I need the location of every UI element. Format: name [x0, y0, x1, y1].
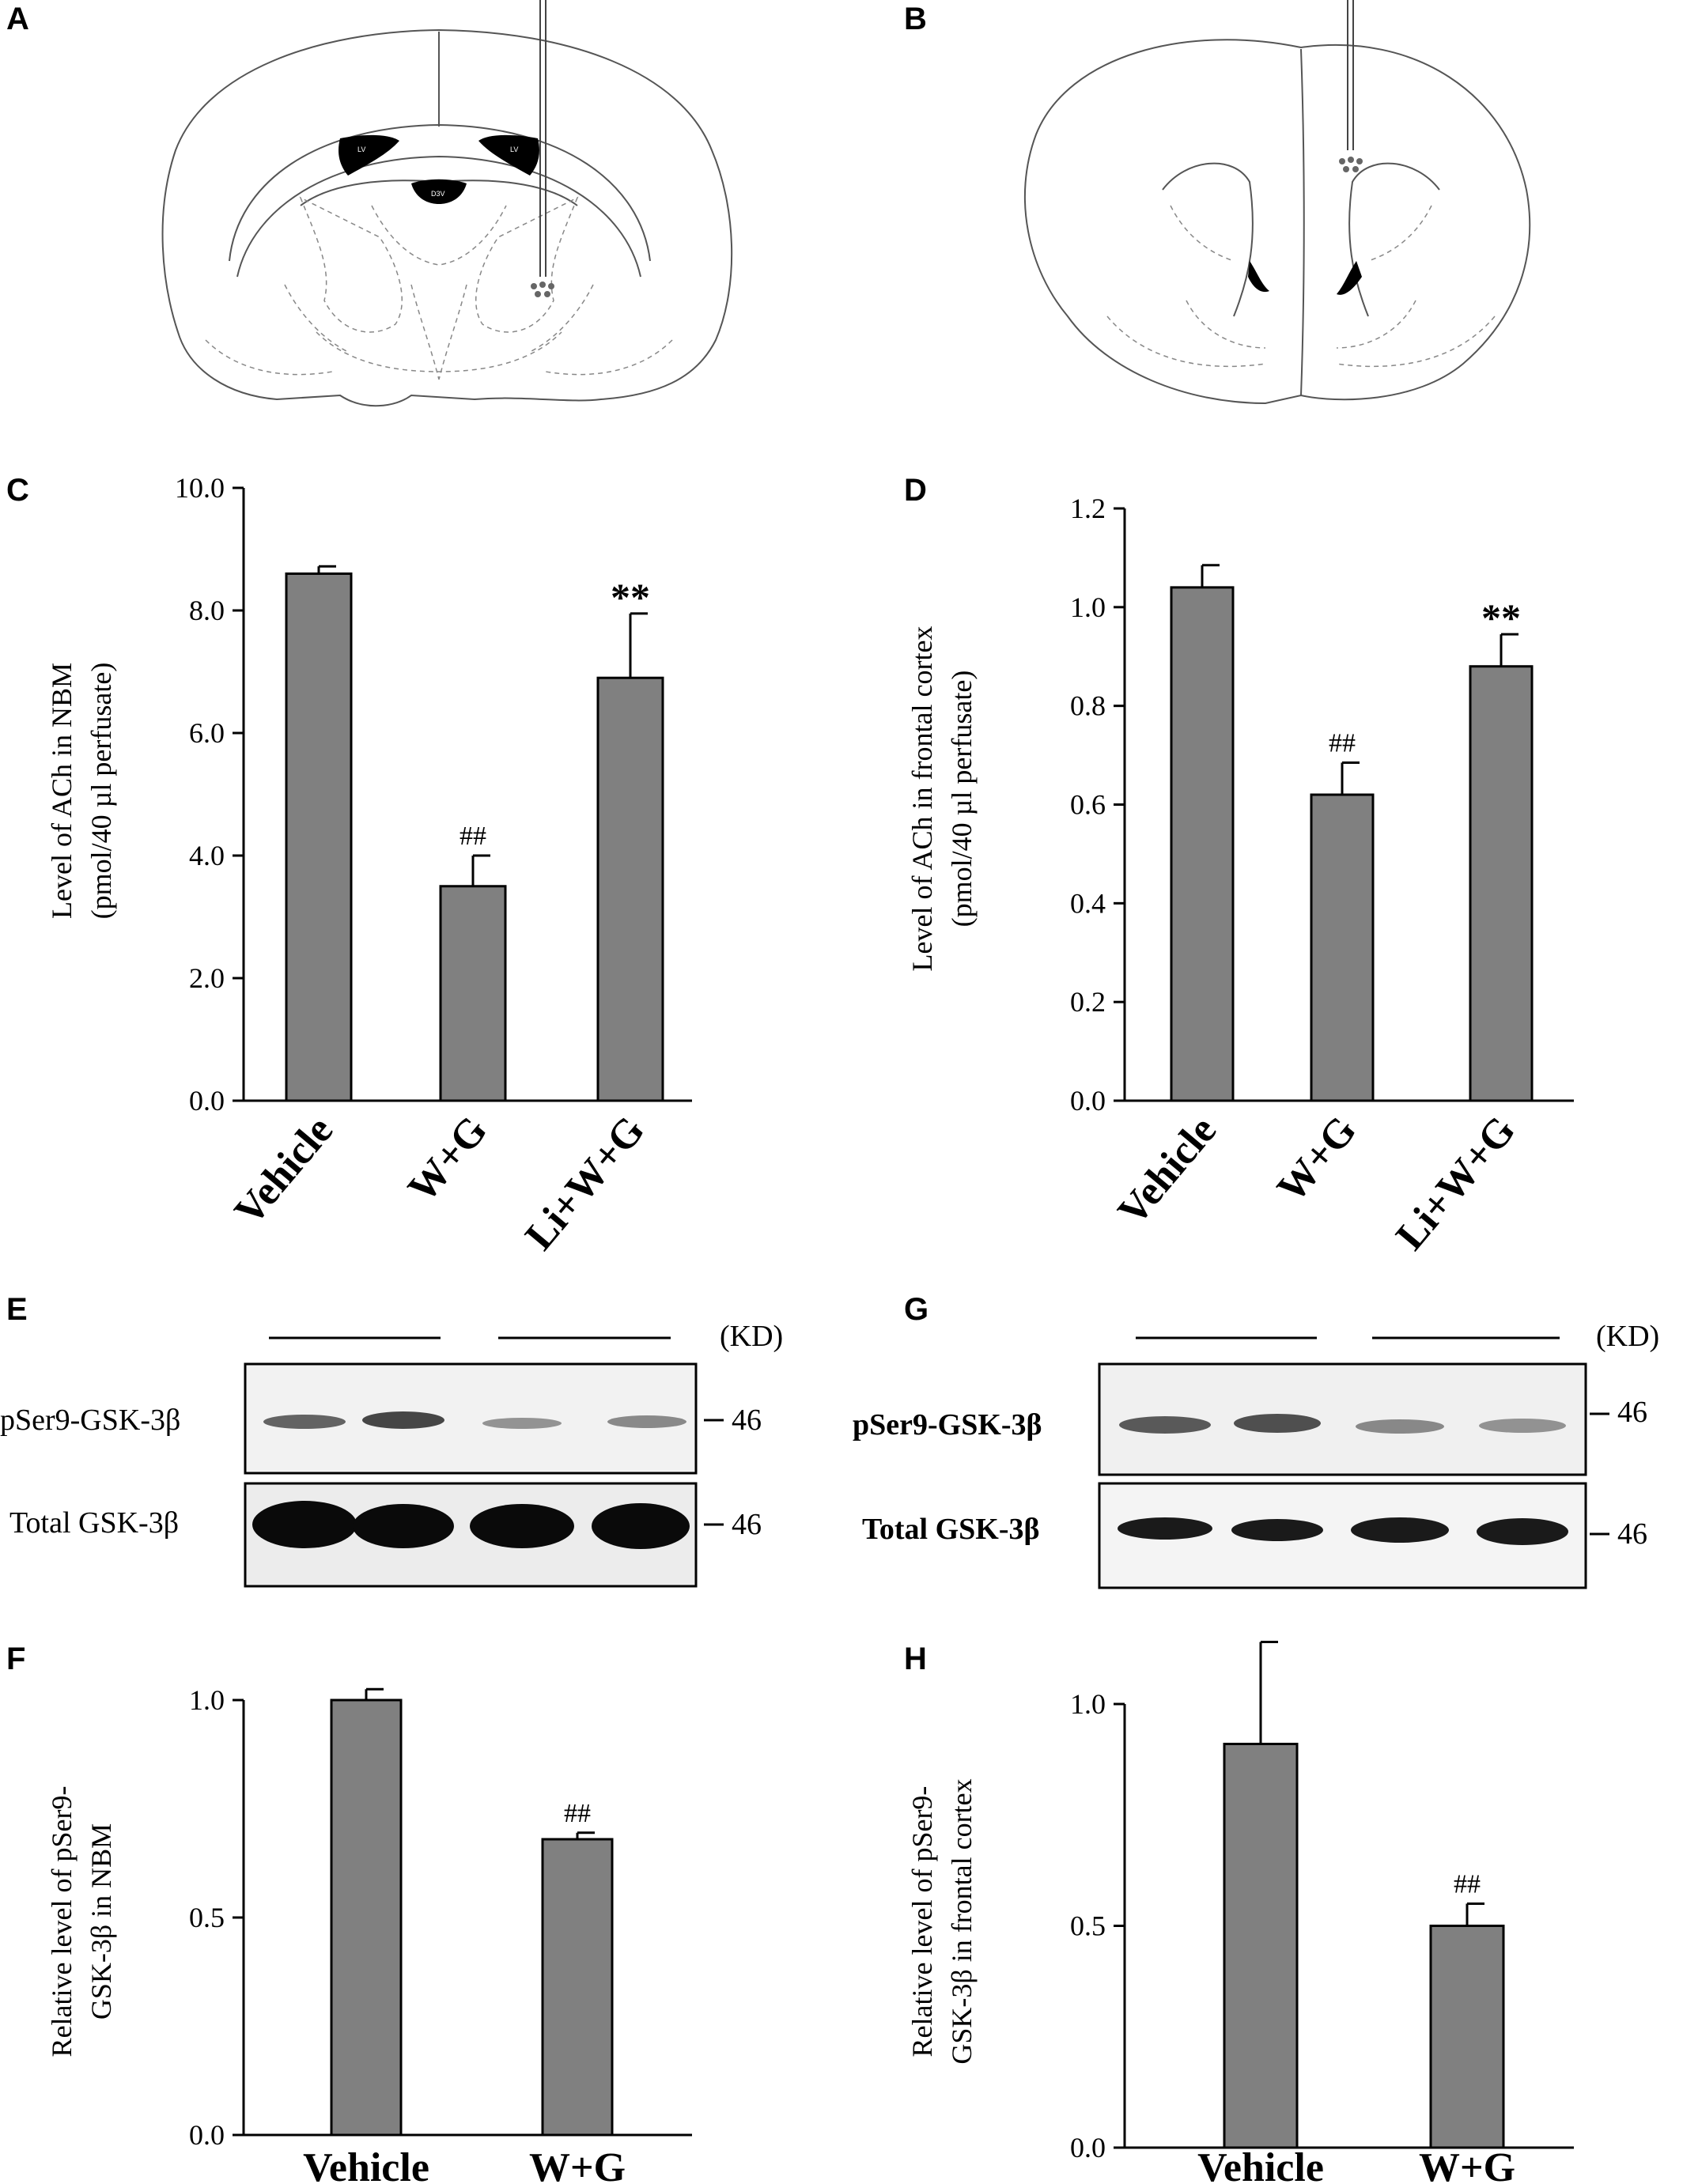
chart-h-bar-1 [1429, 1925, 1505, 2149]
chart-d-tick-label-4: 0.8 [1070, 690, 1106, 722]
chart-d-bar-2 [1469, 665, 1534, 1102]
chart-c-bar-0 [285, 572, 353, 1102]
chart-d-annotation-1: ## [1329, 728, 1356, 758]
chart-d-tick-label-0: 0.0 [1070, 1085, 1106, 1117]
chart-d-annotation-2: ** [1481, 595, 1521, 640]
blot-g-mw2: 46 [1617, 1517, 1647, 1551]
chart-h-category-1: W+G [1419, 2145, 1515, 2184]
chart-d-tick-label-6: 1.2 [1070, 493, 1106, 524]
chart-c-tick-label-3: 6.0 [189, 717, 225, 749]
chart-d-bar-1 [1310, 793, 1375, 1102]
chart-d-tick-label-2: 0.4 [1070, 887, 1106, 919]
chart-c-tick-label-0: 0.0 [189, 1085, 225, 1117]
blot-g-row1-label: pSer9-GSK-3β [853, 1408, 1042, 1442]
chart-c-category-2: Li+W+G [516, 1108, 653, 1258]
chart-h-category-0: Vehicle [1197, 2145, 1324, 2184]
chart-d-tick-label-5: 1.0 [1070, 591, 1106, 623]
chart-f-bar-1 [541, 1838, 614, 2137]
panel-letter-a: A [6, 2, 29, 36]
blot-g-mw1: 46 [1617, 1396, 1647, 1429]
blot-e-mw2: 46 [732, 1508, 762, 1541]
lv-label-right: LV [510, 145, 518, 153]
chart-c-tick-label-5: 10.0 [175, 472, 225, 504]
chart-c-annotation-1: ## [460, 822, 486, 851]
chart-c-category-1: W+G [399, 1108, 496, 1211]
chart-h-tick-label-2: 1.0 [1070, 1688, 1106, 1720]
chart-c-ylabel-line1: Level of ACh in NBM [46, 663, 78, 919]
chart-f-annotation-1: ## [564, 1799, 591, 1828]
chart-h-bar-0 [1223, 1742, 1299, 2149]
panel-letter-g: G [904, 1292, 929, 1327]
chart-f-category-1: W+G [529, 2145, 626, 2184]
chart-c-ylabel-line2: (pmol/40 µl perfusate) [85, 663, 117, 920]
blot-e-unit: (KD) [720, 1320, 784, 1353]
panel-letter-e: E [6, 1292, 28, 1327]
chart-d-tick-label-3: 0.6 [1070, 789, 1106, 821]
chart-h-tick-label-1: 0.5 [1070, 1910, 1106, 1942]
chart-f-tick-label-1: 0.5 [189, 1902, 225, 1933]
blot-e-row2-label: Total GSK-3β [9, 1506, 180, 1540]
chart-h-ylabel-line1: Relative level of pSer9- [906, 1786, 938, 2057]
panel-letter-c: C [6, 473, 29, 508]
chart-d-ylabel-line1: Level of ACh in frontal cortex [906, 626, 938, 972]
chart-f-tick-label-0: 0.0 [189, 2119, 225, 2151]
panel-letter-h: H [904, 1642, 927, 1676]
panel-letter-b: B [904, 2, 927, 36]
chart-c-tick-label-2: 4.0 [189, 840, 225, 871]
chart-d-category-0: Vehicle [1110, 1108, 1225, 1234]
chart-f-category-0: Vehicle [303, 2145, 429, 2184]
chart-c-tick-label-1: 2.0 [189, 962, 225, 994]
chart-h-annotation-1: ## [1454, 1869, 1481, 1899]
chart-d-category-2: Li+W+G [1387, 1108, 1524, 1258]
chart-d-ylabel-line2: (pmol/40 µl perfusate) [946, 671, 978, 928]
chart-c-tick-label-4: 8.0 [189, 595, 225, 626]
chart-f-bar-0 [330, 1698, 403, 2137]
chart-d-category-1: W+G [1269, 1108, 1365, 1211]
blot-g-unit: (KD) [1596, 1320, 1660, 1353]
blot-g-row2-label: Total GSK-3β [862, 1513, 1040, 1546]
panel-letter-f: F [6, 1642, 26, 1676]
panel-letter-d: D [904, 473, 927, 508]
blot-e-mw1: 46 [732, 1404, 762, 1437]
chart-d-tick-label-1: 0.2 [1070, 986, 1106, 1018]
chart-f-ylabel-line2: GSK-3β in NBM [85, 1823, 117, 2020]
lv-label-left: LV [357, 145, 365, 153]
blot-e-row1-label: pSer9-GSK-3β [0, 1404, 181, 1437]
chart-f-ylabel-line1: Relative level of pSer9- [46, 1786, 78, 2057]
chart-d-bar-0 [1170, 586, 1235, 1102]
chart-h-ylabel-line2: GSK-3β in frontal cortex [946, 1778, 978, 2064]
d3v-label: D3V [431, 190, 445, 198]
chart-c-bar-2 [596, 676, 664, 1102]
chart-c-category-0: Vehicle [226, 1108, 342, 1234]
chart-h-tick-label-0: 0.0 [1070, 2132, 1106, 2163]
chart-c-annotation-2: ** [611, 575, 650, 619]
chart-c-bar-1 [439, 885, 507, 1102]
chart-f-tick-label-2: 1.0 [189, 1684, 225, 1716]
